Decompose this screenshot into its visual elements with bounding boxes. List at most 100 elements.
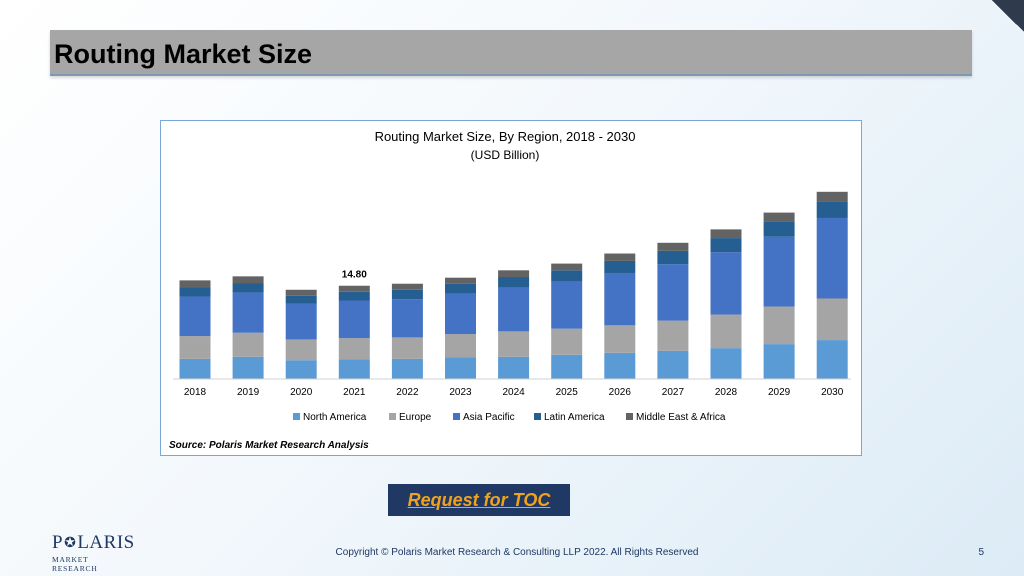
x-tick-2024: 2024 <box>502 387 525 398</box>
data-labels: 14.80 <box>342 270 367 281</box>
bar-2021-latin-america <box>338 291 370 301</box>
bar-2020-latin-america <box>285 295 317 304</box>
bar-2024-europe <box>498 331 530 357</box>
bar-2018-europe <box>179 336 211 359</box>
bar-2018-asia-pacific <box>179 296 211 337</box>
bar-2026-asia-pacific <box>604 272 636 326</box>
bar-2029-middle-east-africa <box>763 212 795 222</box>
bar-2030-middle-east-africa <box>816 191 848 202</box>
bar-2018-latin-america <box>179 287 211 297</box>
x-tick-labels: 2018 2019 2020 2021 2022 2023 2024 2025 2026 2027… <box>184 387 844 398</box>
bar-2028-asia-pacific <box>710 252 742 315</box>
bar-2029-europe <box>763 306 795 345</box>
bar-2022-north-america <box>391 358 423 379</box>
bar-2029-asia-pacific <box>763 236 795 307</box>
bar-2020-asia-pacific <box>285 303 317 340</box>
bar-2030-north-america <box>816 340 848 379</box>
logo-text-right: LARIS <box>77 532 135 553</box>
bar-2026-north-america <box>604 352 636 379</box>
request-toc-button[interactable]: Request for TOC <box>388 484 570 516</box>
bar-2019-asia-pacific <box>232 292 264 333</box>
bar-2025-middle-east-africa <box>551 263 583 271</box>
bar-2028-middle-east-africa <box>710 229 742 239</box>
logo-subtitle: MARKET RESEARCH <box>52 555 98 573</box>
bar-2030-latin-america <box>816 201 848 218</box>
bar-2021-asia-pacific <box>338 300 370 339</box>
bar-2024-asia-pacific <box>498 287 530 332</box>
bar-2021-middle-east-africa <box>338 285 370 292</box>
bar-2026-middle-east-africa <box>604 253 636 261</box>
bar-2028-europe <box>710 314 742 349</box>
bar-2019-north-america <box>232 356 264 379</box>
legend-swatch-middle-east-africa <box>626 413 633 420</box>
bar-2025-asia-pacific <box>551 281 583 329</box>
bar-2019-latin-america <box>232 283 264 293</box>
legend-label-asia-pacific: Asia Pacific <box>463 412 515 423</box>
legend-label-middle-east-africa: Middle East & Africa <box>636 412 726 423</box>
bar-2023-europe <box>445 334 476 358</box>
chart-subtitle: (USD Billion) <box>471 148 540 162</box>
bar-2021-north-america <box>338 359 370 379</box>
copyright-text: Copyright © Polaris Market Research & Co… <box>335 547 699 558</box>
bar-2026-europe <box>604 325 636 353</box>
bar-2027-asia-pacific <box>657 264 689 321</box>
bar-2018-middle-east-africa <box>179 280 211 288</box>
corner-decoration <box>992 0 1024 32</box>
bar-2022-asia-pacific <box>391 299 423 338</box>
bar-2030-europe <box>816 298 848 341</box>
x-tick-2026: 2026 <box>609 387 632 398</box>
bar-2022-europe <box>391 337 423 359</box>
x-tick-2019: 2019 <box>237 387 260 398</box>
legend-swatch-asia-pacific <box>453 413 460 420</box>
page-number: 5 <box>978 547 984 558</box>
bar-2027-north-america <box>657 350 689 379</box>
x-tick-2030: 2030 <box>821 387 844 398</box>
bar-group <box>179 191 848 379</box>
bar-2022-middle-east-africa <box>391 283 423 290</box>
logo-text-left: P <box>52 532 64 553</box>
bar-2026-latin-america <box>604 260 636 273</box>
bar-2027-middle-east-africa <box>657 242 689 251</box>
bar-2020-europe <box>285 339 317 361</box>
bar-2030-asia-pacific <box>816 217 848 299</box>
x-tick-2022: 2022 <box>396 387 419 398</box>
x-tick-2028: 2028 <box>715 387 738 398</box>
legend-label-europe: Europe <box>399 412 432 423</box>
bar-2027-latin-america <box>657 250 689 265</box>
page-title: Routing Market Size <box>54 39 313 69</box>
chart-source: Source: Polaris Market Research Analysis <box>169 440 369 451</box>
bar-2029-north-america <box>763 344 795 379</box>
bar-2025-latin-america <box>551 270 583 282</box>
bar-2024-middle-east-africa <box>498 270 530 278</box>
legend-label-north-america: North America <box>303 412 367 423</box>
title-bar: Routing Market Size <box>50 30 972 76</box>
bar-2023-north-america <box>445 357 476 379</box>
bar-2028-north-america <box>710 348 742 379</box>
bar-2020-middle-east-africa <box>285 289 317 296</box>
bar-2028-latin-america <box>710 238 742 253</box>
data-label-2021: 14.80 <box>342 270 367 281</box>
bar-2023-middle-east-africa <box>445 277 476 284</box>
x-tick-2027: 2027 <box>662 387 685 398</box>
legend-swatch-europe <box>389 413 396 420</box>
bar-2025-europe <box>551 328 583 355</box>
x-tick-2025: 2025 <box>556 387 579 398</box>
legend-label-latin-america: Latin America <box>544 412 605 423</box>
x-tick-2020: 2020 <box>290 387 313 398</box>
x-tick-2023: 2023 <box>449 387 472 398</box>
polaris-logo: P ✪ LARIS MARKET RESEARCH <box>52 532 135 573</box>
x-tick-2029: 2029 <box>768 387 791 398</box>
star-icon: ✪ <box>64 535 77 551</box>
bar-2024-north-america <box>498 356 530 379</box>
bar-2018-north-america <box>179 358 211 379</box>
bar-2023-latin-america <box>445 283 476 294</box>
bar-2019-middle-east-africa <box>232 276 264 284</box>
bar-2027-europe <box>657 320 689 351</box>
bar-2019-europe <box>232 332 264 357</box>
bar-2024-latin-america <box>498 277 530 288</box>
stacked-bar-chart: Routing Market Size, By Region, 2018 - 2… <box>169 129 851 451</box>
bar-2029-latin-america <box>763 221 795 237</box>
x-tick-2021: 2021 <box>343 387 366 398</box>
bar-2020-north-america <box>285 360 317 379</box>
legend-swatch-north-america <box>293 413 300 420</box>
